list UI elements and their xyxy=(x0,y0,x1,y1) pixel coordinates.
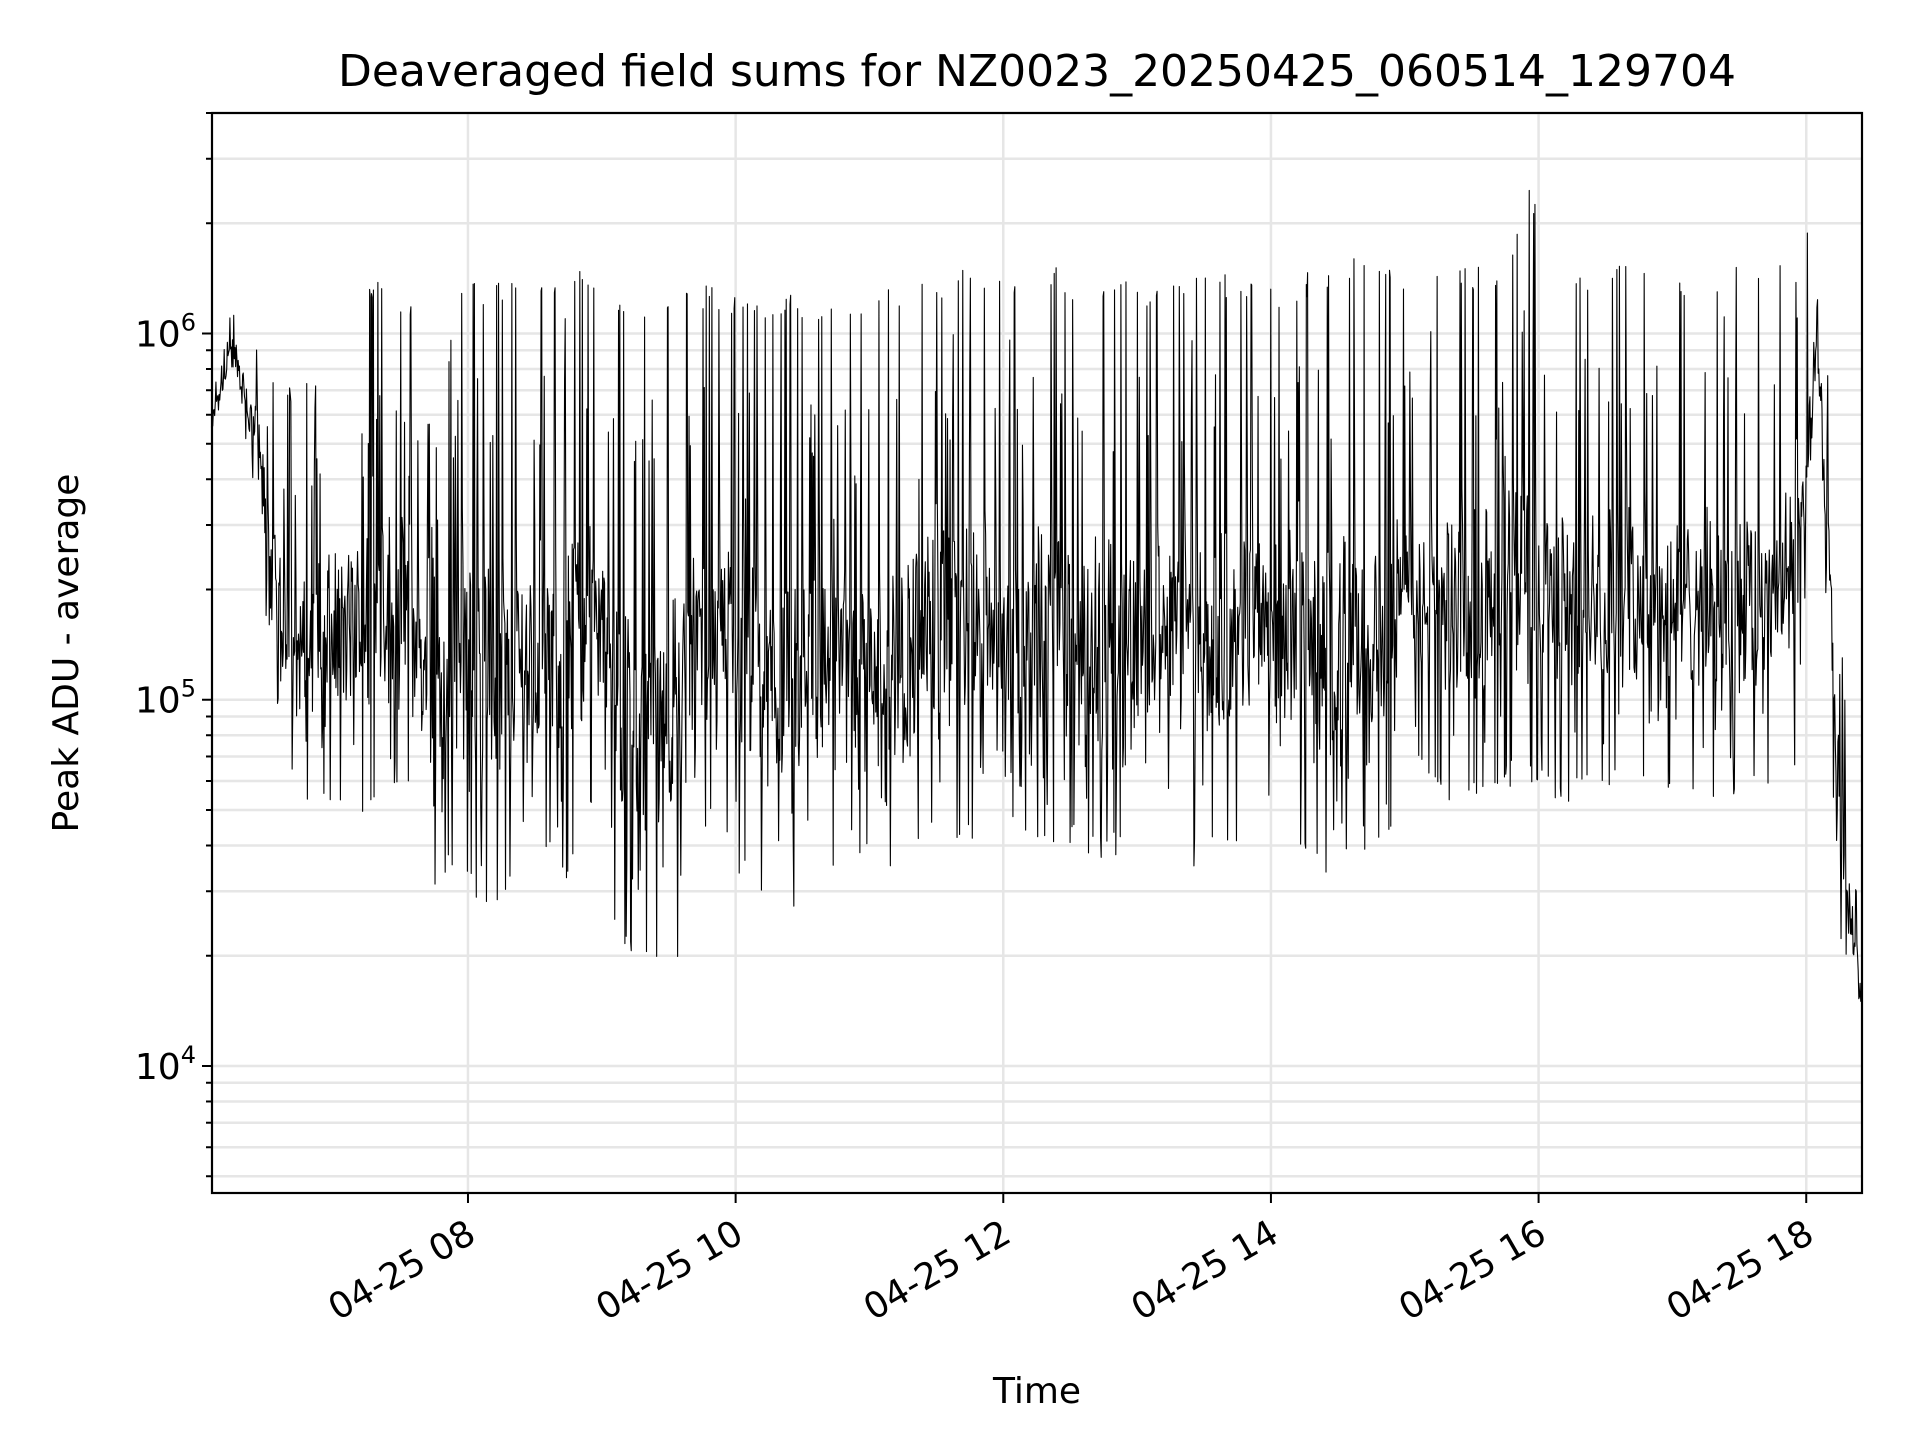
series-layer xyxy=(210,189,1863,1011)
y-axis-label: Peak ADU - average xyxy=(46,474,87,833)
y-tick-label: 106 xyxy=(135,309,196,356)
y-tick-base: 10 xyxy=(135,681,181,722)
y-tick-exponent: 4 xyxy=(181,1041,196,1069)
x-tick-label: 04-25 18 xyxy=(1660,1213,1821,1329)
series-line-0 xyxy=(210,189,1863,1011)
x-tick-label: 04-25 14 xyxy=(1125,1213,1286,1329)
x-tick-label: 04-25 08 xyxy=(322,1213,483,1329)
x-tick-label: 04-25 12 xyxy=(857,1213,1018,1329)
x-axis-label: Time xyxy=(992,1371,1081,1412)
y-tick-base: 10 xyxy=(135,315,181,356)
plot-frame xyxy=(210,111,1864,1195)
y-tick-exponent: 5 xyxy=(181,675,196,703)
y-tick-base: 10 xyxy=(135,1047,181,1088)
x-tick-label: 04-25 16 xyxy=(1392,1213,1553,1329)
y-tick-exponent: 6 xyxy=(181,309,196,337)
x-tick-label: 04-25 10 xyxy=(589,1213,750,1329)
y-tick-label: 105 xyxy=(135,675,196,722)
y-tick-label: 104 xyxy=(135,1041,196,1088)
chart-title: Deaveraged field sums for NZ0023_2025042… xyxy=(338,46,1736,97)
